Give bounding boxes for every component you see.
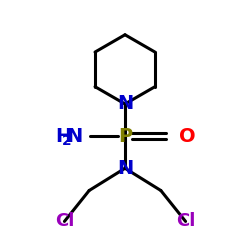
Text: O: O — [179, 126, 195, 146]
Text: N: N — [117, 94, 133, 114]
Text: Cl: Cl — [55, 212, 74, 230]
Text: N: N — [117, 159, 133, 178]
Text: H: H — [56, 126, 72, 146]
Text: Cl: Cl — [176, 212, 195, 230]
Text: N: N — [66, 126, 82, 146]
Text: P: P — [118, 126, 132, 146]
Text: 2: 2 — [62, 134, 71, 147]
